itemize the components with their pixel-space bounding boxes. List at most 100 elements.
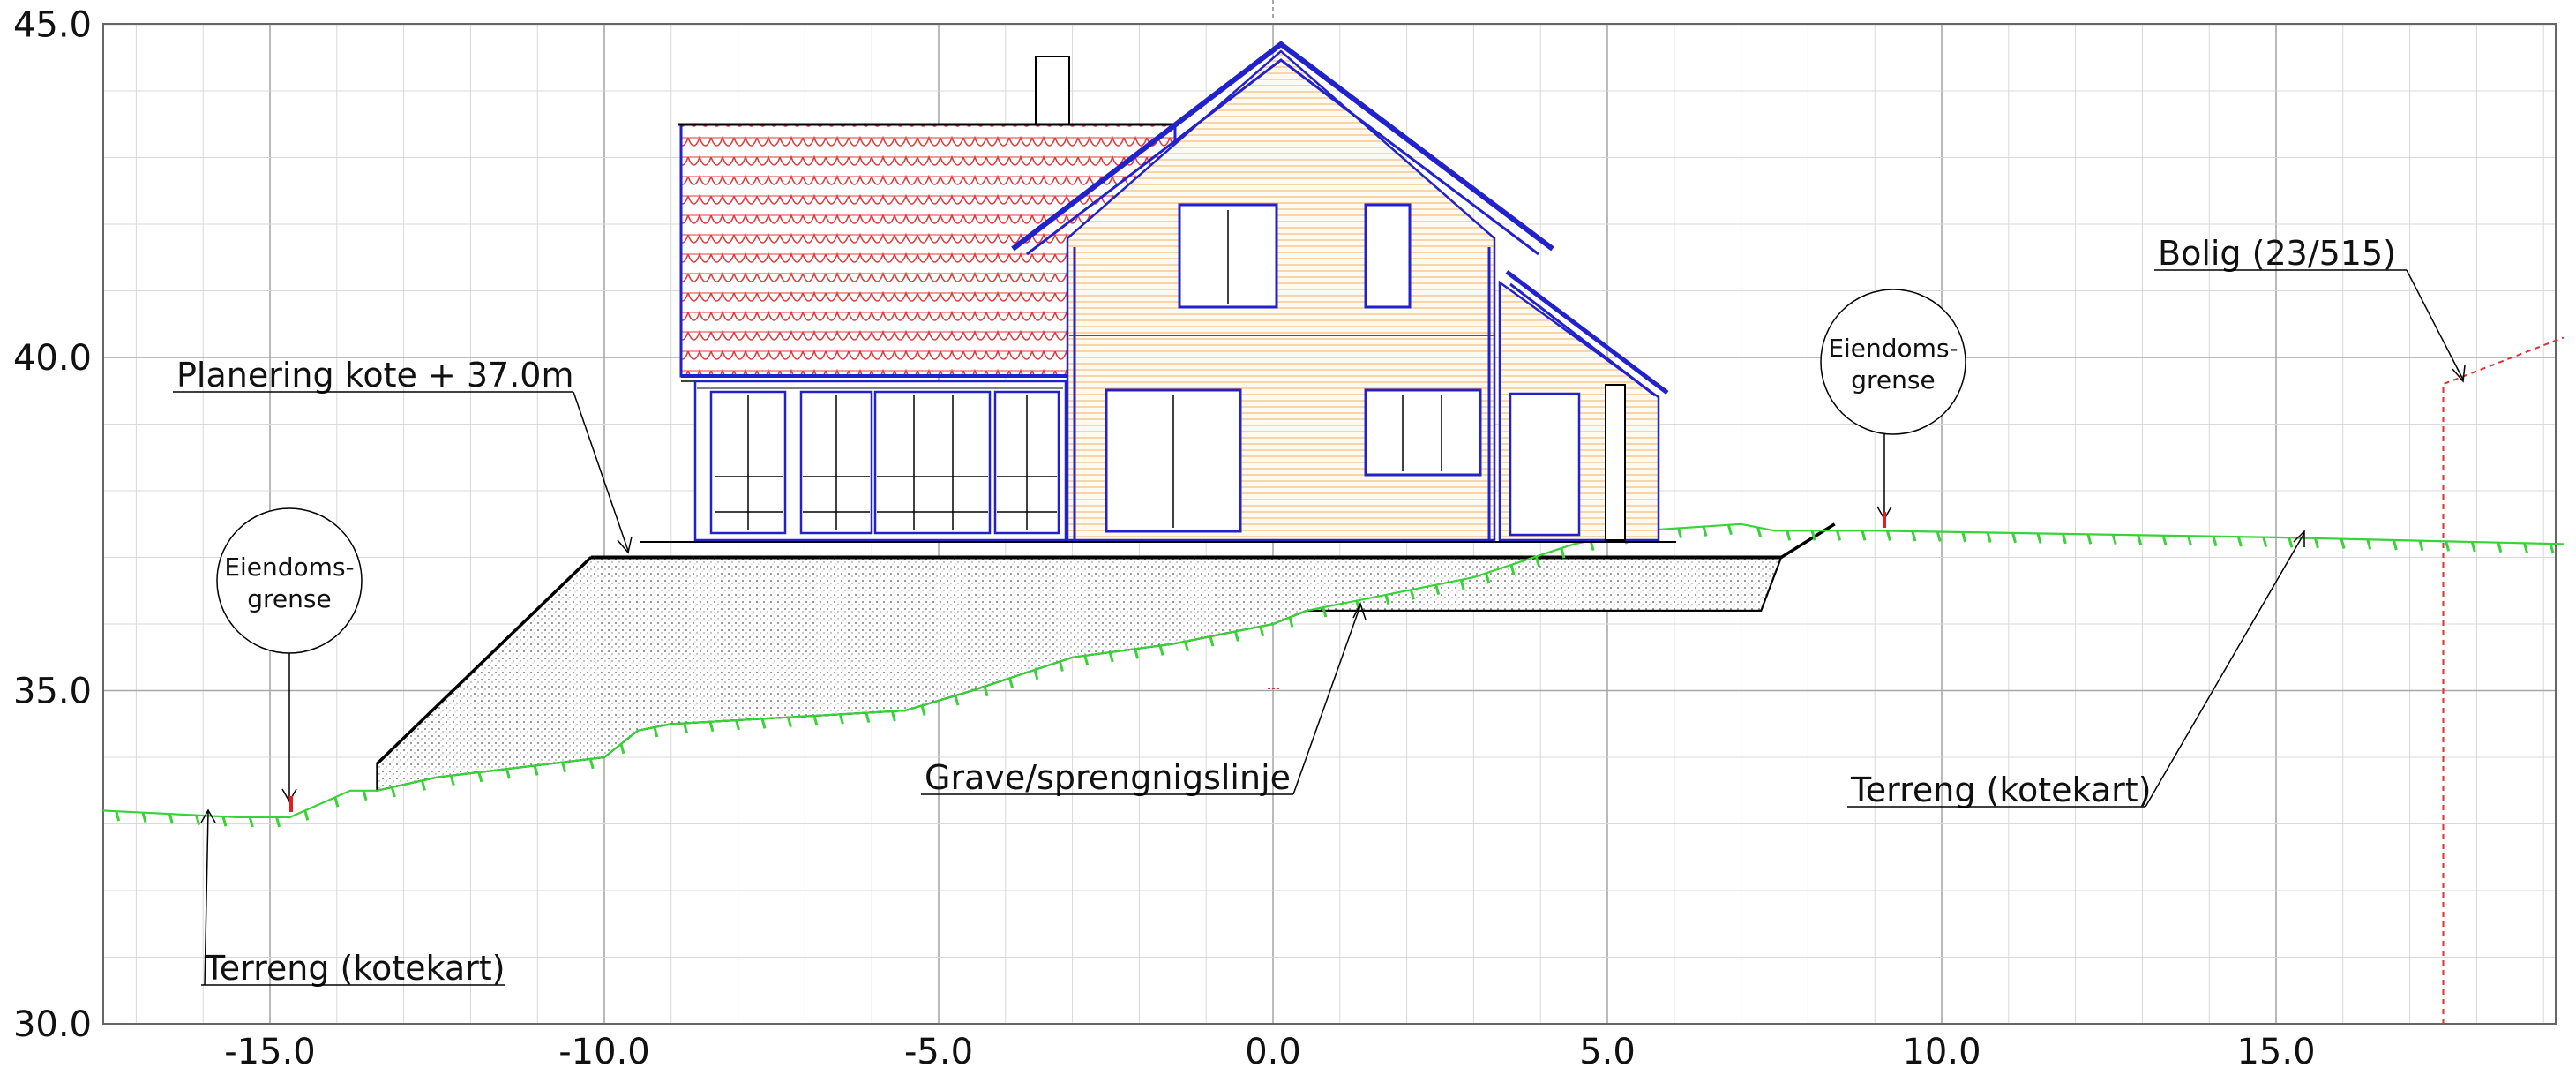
terrain-hatch-mark	[1158, 645, 1164, 656]
annotation-terreng-left: Terreng (kotekart)	[200, 808, 505, 988]
grave-leader	[1292, 605, 1361, 795]
terrain-hatch-mark	[1485, 573, 1491, 583]
annex-roof	[1505, 270, 1669, 395]
y-tick-label: 35.0	[13, 672, 92, 712]
terrain-hatch-mark	[2086, 533, 2093, 545]
terrain-hatch-mark	[2111, 534, 2117, 545]
window-mullions-gable	[1172, 210, 1442, 528]
terrain-hatch-mark	[812, 715, 819, 726]
x-tick-label: -15.0	[224, 1032, 316, 1072]
terrain-hatch-mark	[275, 816, 281, 828]
fill-slope-left	[376, 556, 593, 765]
terrain-hatch-mark	[333, 796, 340, 808]
terrain-hatch-mark	[2161, 535, 2168, 546]
terreng-left-arrow	[200, 808, 216, 823]
terrain-hatch-mark	[561, 762, 567, 773]
terrain-hatch-mark	[1108, 651, 1114, 663]
terrain-hatch-mark	[1259, 626, 1265, 637]
terrain-hatch-mark	[1885, 530, 1891, 541]
terrain-hatch-mark	[1810, 530, 1816, 541]
terreng-right-label: Terreng (kotekart)	[1850, 771, 2152, 809]
terrain-hatch-mark	[1288, 617, 1294, 628]
annex-window	[1509, 392, 1581, 537]
x-tick-label: 5.0	[1579, 1032, 1636, 1072]
terrain-hatch-mark	[115, 810, 121, 822]
y-tick-label: 45.0	[13, 5, 92, 46]
terrain-hatch-mark	[1459, 579, 1465, 590]
terrain-hatch-mark	[1560, 547, 1566, 559]
terrain-hatch-mark	[2313, 538, 2319, 549]
terrain-hatch-mark	[1836, 530, 1842, 541]
terrain-hatch-mark	[1535, 556, 1540, 567]
terrain-hatch-mark	[2470, 541, 2476, 553]
terrain-hatch-mark	[2497, 542, 2503, 553]
terrain-hatch-mark	[362, 790, 368, 801]
terrain-hatch-mark	[683, 723, 688, 733]
bolig-label: Bolig (23/515)	[2158, 234, 2396, 273]
terrain-hatch-mark	[2236, 536, 2243, 547]
terrain-hatch-mark	[195, 815, 201, 826]
terrain-hatch-mark	[420, 780, 426, 791]
terrain-hatch-mark	[477, 771, 483, 783]
terrain-hatch-mark	[2262, 537, 2268, 548]
terrain-hatch-mark	[2036, 532, 2042, 544]
x-tick-label: 0.0	[1245, 1032, 1301, 1072]
annotation-planering: Planering kote + 37.0m	[173, 356, 633, 554]
terrain-hatch-mark	[954, 695, 960, 706]
terrain-hatch-mark	[449, 775, 455, 786]
terrain-hatch-mark	[303, 810, 310, 821]
eiendom-right-line1: Eiendoms-	[1828, 334, 1958, 363]
terreng-right-arrow	[2293, 530, 2305, 547]
axis-ticks: -15.0 -10.0 -5.0 0.0 5.0 10.0 15.0 30.0 35.0 40.0…	[13, 5, 2316, 1073]
terrain-hatch-mark	[221, 816, 228, 827]
annotation-eiendom-left: Eiendoms- grense	[216, 507, 363, 812]
terrain-hatch-mark	[653, 726, 659, 738]
terrain-hatch-mark	[1936, 531, 1942, 542]
terrain-hatch-mark	[865, 712, 871, 724]
terrain-hatch-mark	[1434, 584, 1441, 596]
terrain-hatch-mark	[1008, 677, 1014, 688]
windows-left-wing	[709, 390, 1060, 535]
terrain-hatch-mark	[2212, 536, 2218, 547]
x-tick-label: -10.0	[558, 1032, 650, 1072]
terrain-hatch-mark	[2418, 540, 2424, 552]
terrain-hatch-mark	[2187, 535, 2192, 546]
terrain-hatch-mark	[1322, 606, 1328, 618]
annotation-eiendom-right: Eiendoms- grense	[1820, 289, 1966, 528]
terrain-hatch-mark	[1786, 530, 1792, 541]
terreng-right-leader	[2145, 532, 2305, 808]
fill-mass	[376, 556, 1783, 793]
terrain-hatch-mark	[890, 710, 896, 722]
terrain-hatch-mark	[1384, 594, 1390, 605]
y-tick-label: 40.0	[13, 338, 92, 379]
terrain-hatch-mark	[141, 812, 147, 823]
terrain-hatch-mark	[2392, 539, 2398, 551]
terrain-hatch-mark	[2549, 543, 2555, 554]
terrain-hatch-mark	[983, 686, 989, 697]
x-tick-label: -5.0	[904, 1032, 973, 1072]
frame-rect	[102, 23, 2557, 1025]
terrain-hatch-mark	[533, 765, 539, 776]
terrain-hatch-mark	[1134, 648, 1140, 659]
terrain-hatch-mark	[1233, 631, 1239, 642]
gable-roof-inner	[1026, 58, 1539, 256]
neighbor-building-outline	[2442, 336, 2565, 1024]
terrain-hatch-mark	[1986, 532, 1992, 543]
plot-frame	[102, 23, 2557, 1025]
terrain-line	[102, 522, 2564, 819]
annotation-grave: Grave/sprengnigslinje	[921, 602, 1367, 797]
terrain-hatch-mark	[619, 743, 625, 755]
terrain-hatch-mark	[920, 705, 926, 716]
terrain-hatch-mark	[1726, 524, 1733, 536]
y-tick-label: 30.0	[13, 1004, 92, 1045]
terrain-hatch-mark	[708, 721, 715, 733]
terrain-hatch-mark	[1861, 530, 1867, 541]
terrain-hatch-mark	[787, 717, 792, 728]
terreng-left-label: Terreng (kotekart)	[204, 949, 505, 988]
grave-arrow	[1352, 602, 1367, 620]
terrain-hatch-mark	[1083, 655, 1090, 666]
terrain-hatch-mark	[2061, 533, 2067, 545]
planering-arrow	[617, 536, 633, 554]
bolig-leader	[2406, 269, 2464, 380]
